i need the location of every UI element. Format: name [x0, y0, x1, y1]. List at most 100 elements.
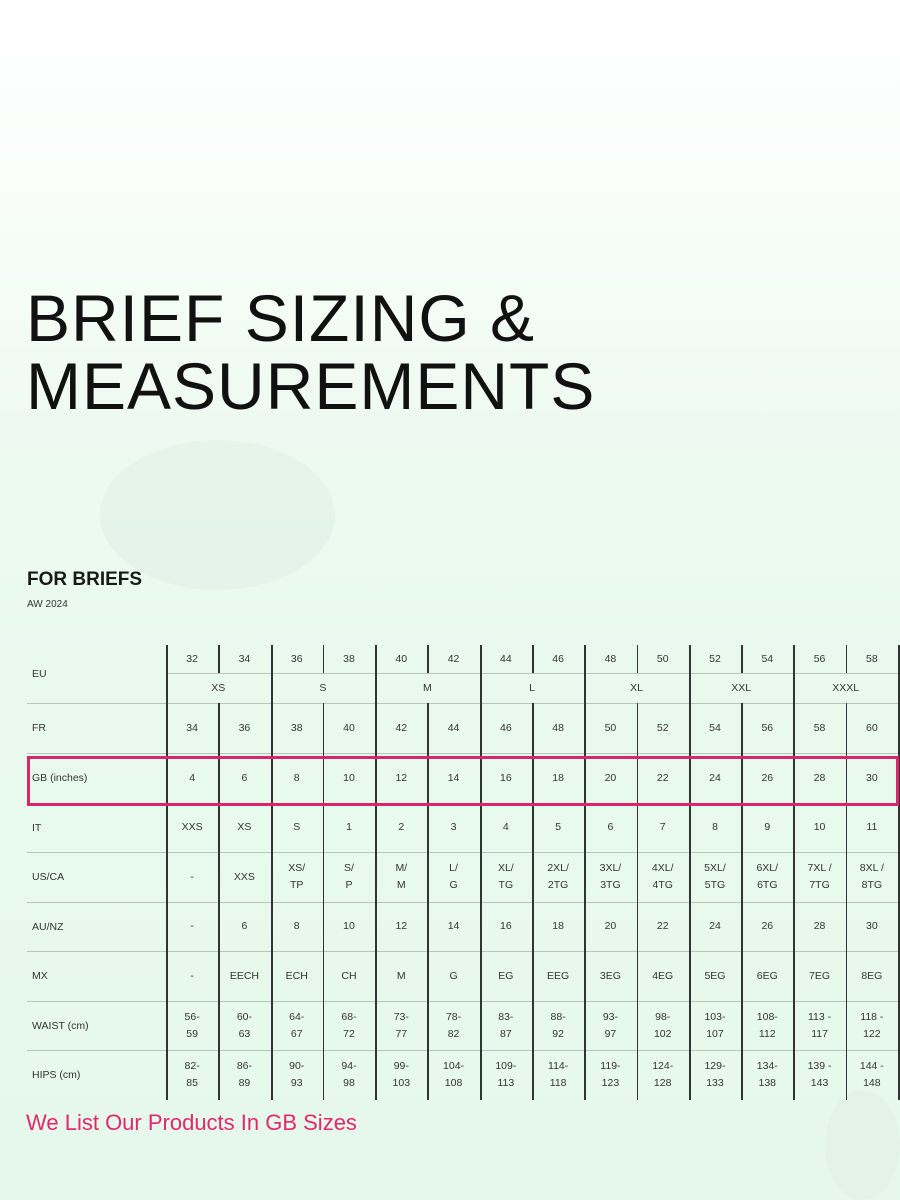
column-divider: [322, 753, 325, 803]
column-divider: [688, 645, 691, 703]
table-cell: 98- 102: [653, 1010, 672, 1040]
table-cell: 114- 118: [548, 1060, 569, 1089]
eu-number-cell: 52: [709, 652, 721, 665]
column-divider: [479, 852, 482, 902]
column-divider: [741, 703, 743, 753]
table-cell: 93- 97: [602, 1010, 619, 1040]
column-divider: [845, 803, 848, 852]
table-cell: 83- 87: [498, 1010, 514, 1040]
eu-number-cell: 56: [813, 652, 826, 665]
column-divider: [218, 645, 220, 673]
column-divider: [898, 753, 900, 803]
column-divider: [375, 852, 378, 902]
table-cell: 36: [238, 721, 251, 734]
column-divider: [793, 703, 796, 753]
table-cell: 18: [552, 771, 564, 784]
column-divider: [688, 753, 691, 803]
table-cell: 56: [761, 721, 774, 734]
table-cell: CH: [341, 969, 357, 982]
table-cell: 22: [656, 920, 669, 932]
column-divider: [532, 753, 534, 803]
eu-size-group-cell: S: [319, 681, 327, 694]
table-cell: 30: [866, 771, 878, 784]
column-divider: [898, 852, 900, 902]
table-cell: 16: [500, 920, 512, 932]
column-divider: [584, 1050, 587, 1100]
row-label: AU/NZ: [32, 920, 64, 933]
column-divider: [688, 852, 691, 902]
row-label: FR: [32, 722, 46, 734]
column-divider: [479, 1050, 482, 1100]
row-label: HIPS (cm): [32, 1069, 81, 1081]
column-divider: [322, 1050, 325, 1100]
column-divider: [532, 1001, 534, 1050]
column-divider: [427, 1001, 429, 1050]
section-title: FOR BRIEFS: [27, 569, 143, 590]
column-divider: [845, 753, 848, 803]
background-blob: [100, 440, 335, 590]
table-cell: M: [396, 969, 406, 982]
column-divider: [166, 753, 168, 803]
column-divider: [584, 753, 587, 803]
column-divider: [898, 703, 900, 753]
table-cell: 48: [552, 721, 564, 734]
table-cell: 56- 59: [184, 1010, 200, 1040]
column-divider: [636, 951, 639, 1001]
eu-number-cell: 32: [186, 652, 198, 665]
column-divider: [375, 1001, 378, 1050]
table-cell: 40: [343, 721, 355, 734]
column-divider: [427, 703, 429, 753]
column-divider: [322, 703, 325, 753]
column-divider: [479, 645, 482, 703]
column-divider: [793, 753, 796, 803]
column-divider: [636, 1050, 639, 1100]
page-title: BRIEF SIZING & MEASUREMENTS: [26, 284, 595, 420]
table-cell: 42: [395, 721, 408, 734]
column-divider: [166, 1050, 168, 1100]
table-cell: 58: [813, 721, 826, 734]
table-cell: 24: [709, 920, 721, 932]
table-cell: 82- 85: [184, 1060, 200, 1089]
column-divider: [688, 1050, 691, 1100]
column-divider: [584, 1001, 587, 1050]
column-divider: [322, 803, 325, 852]
table-cell: 4: [189, 771, 196, 784]
row-label: WAIST (cm): [32, 1019, 89, 1032]
column-divider: [375, 1050, 378, 1100]
table-cell: 109- 113: [495, 1060, 517, 1089]
column-divider: [898, 1050, 900, 1100]
column-divider: [166, 1001, 168, 1050]
column-divider: [479, 703, 482, 753]
table-cell: 8: [293, 920, 300, 932]
table-cell: 4: [502, 821, 509, 833]
column-divider: [322, 645, 325, 673]
column-divider: [845, 902, 848, 951]
eu-number-cell: 46: [552, 652, 564, 665]
season-label: AW 2024: [27, 599, 68, 610]
table-cell: 8EG: [861, 969, 883, 982]
column-divider: [218, 902, 220, 951]
table-cell: 9: [764, 821, 771, 833]
eu-number-cell: 54: [761, 652, 774, 665]
row-divider: [27, 753, 900, 754]
column-divider: [741, 753, 743, 803]
table-cell: 6: [241, 771, 248, 784]
table-cell: 68- 72: [341, 1010, 357, 1040]
table-cell: 26: [761, 920, 774, 932]
row-label: MX: [32, 970, 48, 982]
column-divider: [427, 852, 429, 902]
table-cell: 5XL/ 5TG: [704, 862, 726, 891]
row-label: IT: [32, 821, 42, 834]
table-cell: 52: [656, 721, 669, 734]
column-divider: [898, 951, 900, 1001]
row-divider: [27, 951, 900, 952]
table-cell: 28: [813, 771, 826, 784]
column-divider: [636, 852, 639, 902]
column-divider: [270, 1050, 273, 1100]
table-cell: 46: [500, 721, 512, 734]
column-divider: [375, 951, 378, 1001]
table-cell: -: [190, 870, 194, 883]
table-cell: 22: [656, 771, 669, 784]
column-divider: [375, 803, 378, 852]
table-cell: 6XL/ 6TG: [756, 862, 779, 891]
